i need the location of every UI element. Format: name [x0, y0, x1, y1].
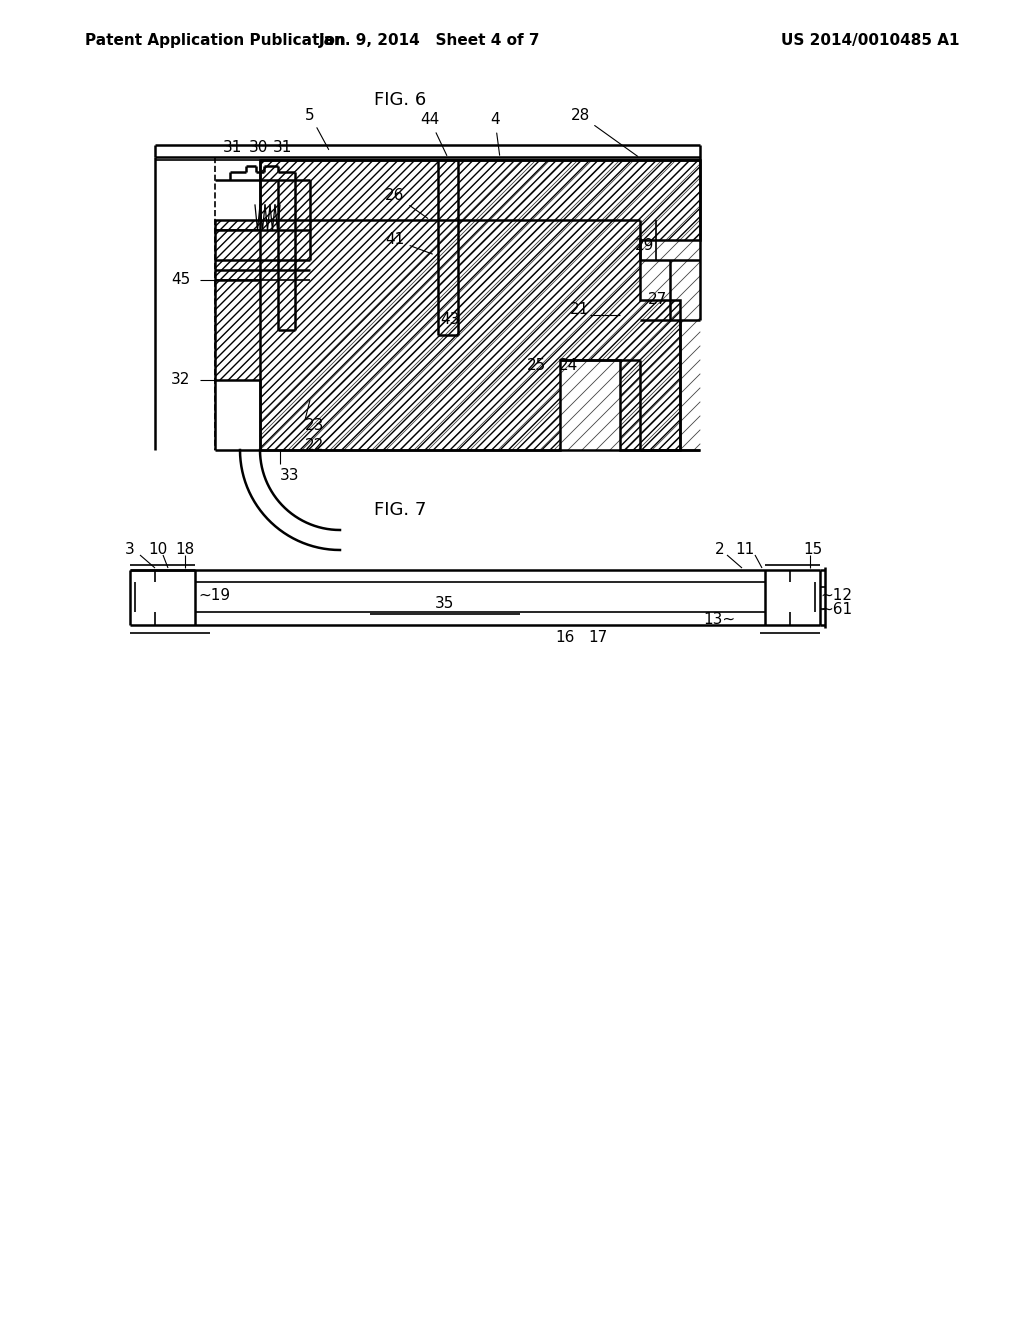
Text: 17: 17: [589, 630, 607, 644]
Text: 28: 28: [570, 107, 638, 156]
Text: 45: 45: [171, 272, 190, 288]
Text: 4: 4: [490, 112, 500, 156]
Text: FIG. 7: FIG. 7: [374, 502, 426, 519]
Text: 18: 18: [175, 543, 195, 557]
Text: 25: 25: [526, 358, 546, 372]
Text: Patent Application Publication: Patent Application Publication: [85, 33, 346, 48]
Text: ~12: ~12: [820, 587, 852, 602]
Text: 23: 23: [305, 417, 325, 433]
Text: 27: 27: [648, 293, 668, 308]
Text: 44: 44: [421, 112, 446, 156]
Text: 2: 2: [715, 543, 725, 557]
Text: 3: 3: [125, 543, 135, 557]
Text: 11: 11: [735, 543, 755, 557]
Text: 22: 22: [305, 437, 325, 453]
Text: FIG. 6: FIG. 6: [374, 91, 426, 110]
Text: 15: 15: [803, 543, 822, 557]
Text: 5: 5: [305, 107, 329, 149]
Text: 32: 32: [171, 372, 190, 388]
Text: 21: 21: [570, 302, 589, 318]
Text: 43: 43: [440, 313, 460, 327]
Text: Jan. 9, 2014   Sheet 4 of 7: Jan. 9, 2014 Sheet 4 of 7: [319, 33, 541, 48]
Text: 24: 24: [558, 358, 578, 372]
Text: 31: 31: [272, 140, 292, 156]
Text: 41: 41: [385, 232, 432, 253]
Text: 26: 26: [385, 187, 428, 218]
Text: ~61: ~61: [820, 602, 852, 618]
Text: 13~: 13~: [702, 612, 735, 627]
Text: 35: 35: [435, 595, 455, 610]
Text: 30: 30: [248, 140, 267, 156]
Text: 31: 31: [223, 140, 243, 156]
Text: 16: 16: [555, 630, 574, 644]
Text: 29: 29: [635, 238, 654, 252]
Text: 10: 10: [148, 543, 168, 557]
Text: 33: 33: [281, 467, 300, 483]
Text: US 2014/0010485 A1: US 2014/0010485 A1: [780, 33, 959, 48]
Text: ~19: ~19: [198, 587, 230, 602]
